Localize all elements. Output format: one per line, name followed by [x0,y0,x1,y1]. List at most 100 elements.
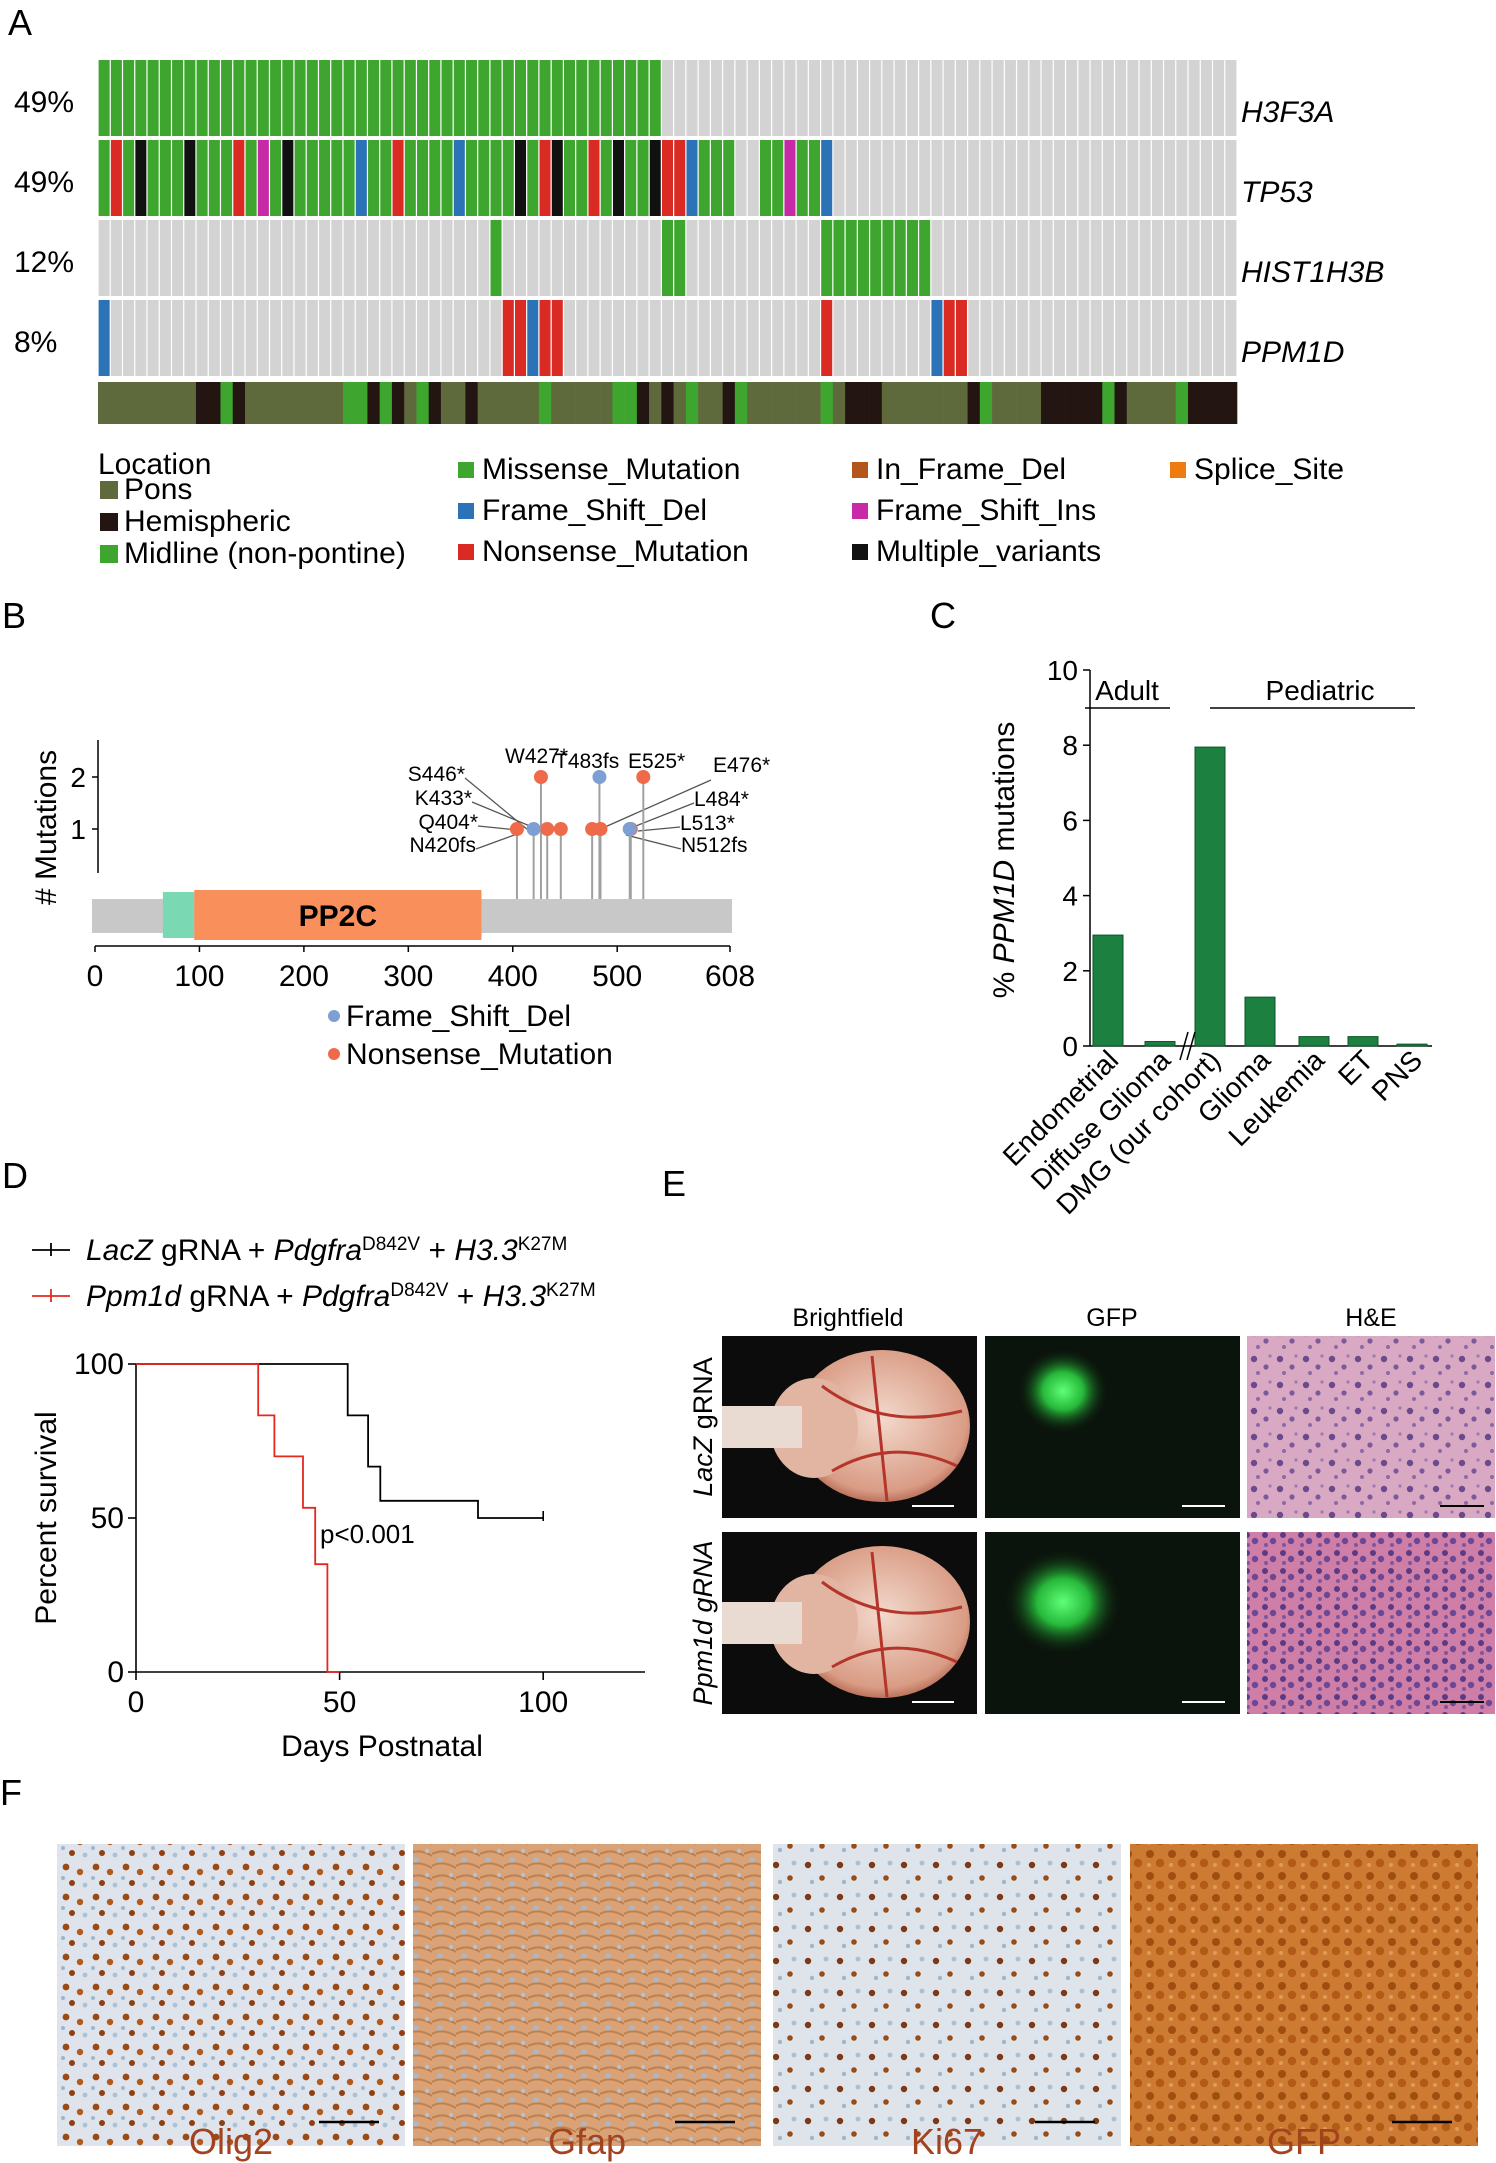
location-cell [391,382,405,424]
legend-variant-label: Missense_Mutation [482,453,740,486]
onco-cell [1090,140,1102,216]
onco-cell [147,60,159,136]
onco-cell [1004,140,1016,216]
group-label: Pediatric [1266,675,1375,706]
location-cell [502,382,515,424]
onco-cell [1164,140,1176,216]
onco-cell [245,60,257,136]
onco-cell [257,60,269,136]
onco-cell [821,300,833,376]
onco-cell [331,140,343,216]
onco-cell [184,220,196,296]
onco-cell [931,140,943,216]
onco-cell [710,220,723,296]
onco-cell [612,140,625,216]
onco-cell [1017,140,1029,216]
mutation-label: L484* [694,788,749,811]
onco-cell [1200,300,1212,376]
onco-cell [1029,220,1041,296]
onco-cell [845,60,857,136]
location-cell [1028,382,1042,424]
location-cell [759,382,772,424]
onco-cell [1102,300,1114,376]
onco-cell [661,300,674,376]
onco-cell [294,140,306,216]
onco-cell [466,300,478,376]
location-cell [453,382,466,424]
location-cell [367,382,380,424]
onco-cell [331,300,343,376]
legend-location-title: Location [98,448,211,481]
onco-cell [857,140,869,216]
onco-cell [343,300,355,376]
onco-cell [919,140,931,216]
surv-legend-part: LacZ [86,1234,154,1267]
legend-swatch [1170,462,1186,478]
bar [1396,1043,1428,1047]
location-cell [551,382,564,424]
mutation-lollipop [592,770,607,784]
onco-cell [1029,300,1041,376]
onco-cell [759,220,771,296]
onco-cell [135,140,147,216]
location-cell [281,382,295,424]
onco-cell [1127,300,1139,376]
onco-cell [233,140,245,216]
onco-cell [478,60,490,136]
onco-cell [1066,60,1078,136]
location-cell [636,382,650,424]
bar [1244,996,1276,1047]
onco-cell [208,300,220,376]
mutation-lollipop [636,770,651,784]
location-cell [1102,382,1115,424]
p-value: p<0.001 [320,1519,415,1549]
location-cell [440,382,454,424]
onco-cell [772,140,784,216]
location-cell [967,382,981,424]
location-cell [428,382,442,424]
bar-ylabel: % PPM1D mutations [988,722,1021,999]
onco-cell [490,220,502,296]
location-cell [1041,382,1054,424]
onco-cell [710,60,723,136]
onco-cell [1053,300,1065,376]
onco-cell [857,60,869,136]
mutation-label: N512fs [681,834,748,857]
onco-cell [931,300,943,376]
onco-cell [429,300,441,376]
brainstem [722,1602,802,1644]
legend-variant-label: Frame_Shift_Del [482,494,707,527]
onco-cell [906,300,918,376]
lollipop-xtick-label: 200 [279,960,329,993]
onco-cell [257,140,269,216]
onco-cell [184,60,196,136]
onco-cell [698,300,710,376]
onco-cell [429,220,441,296]
onco-cell [857,300,869,376]
onco-cell [392,300,404,376]
onco-cell [355,300,367,376]
onco-cell [417,140,429,216]
location-cell [514,382,527,424]
onco-cell [661,60,674,136]
onco-cell [196,220,208,296]
onco-cell [368,220,380,296]
location-cell [208,382,221,424]
onco-cell [674,220,686,296]
onco-cell [833,220,845,296]
mutation-leader [475,833,518,850]
gfp-signal [1018,1349,1108,1433]
onco-cell [221,220,233,296]
location-cell [747,382,760,424]
location-cell [698,382,711,424]
onco-cell [980,140,992,216]
onco-cell [1041,140,1053,216]
onco-cell [845,300,857,376]
onco-cell [1004,300,1016,376]
mutation-lollipop [553,822,568,836]
onco-cell [919,60,931,136]
row-label-gene: LacZ [688,1435,718,1497]
legend-variant-label: Frame_Shift_Ins [876,494,1096,527]
lollipop-xtick-label: 0 [87,960,104,993]
mutation-label: S446* [408,763,465,786]
